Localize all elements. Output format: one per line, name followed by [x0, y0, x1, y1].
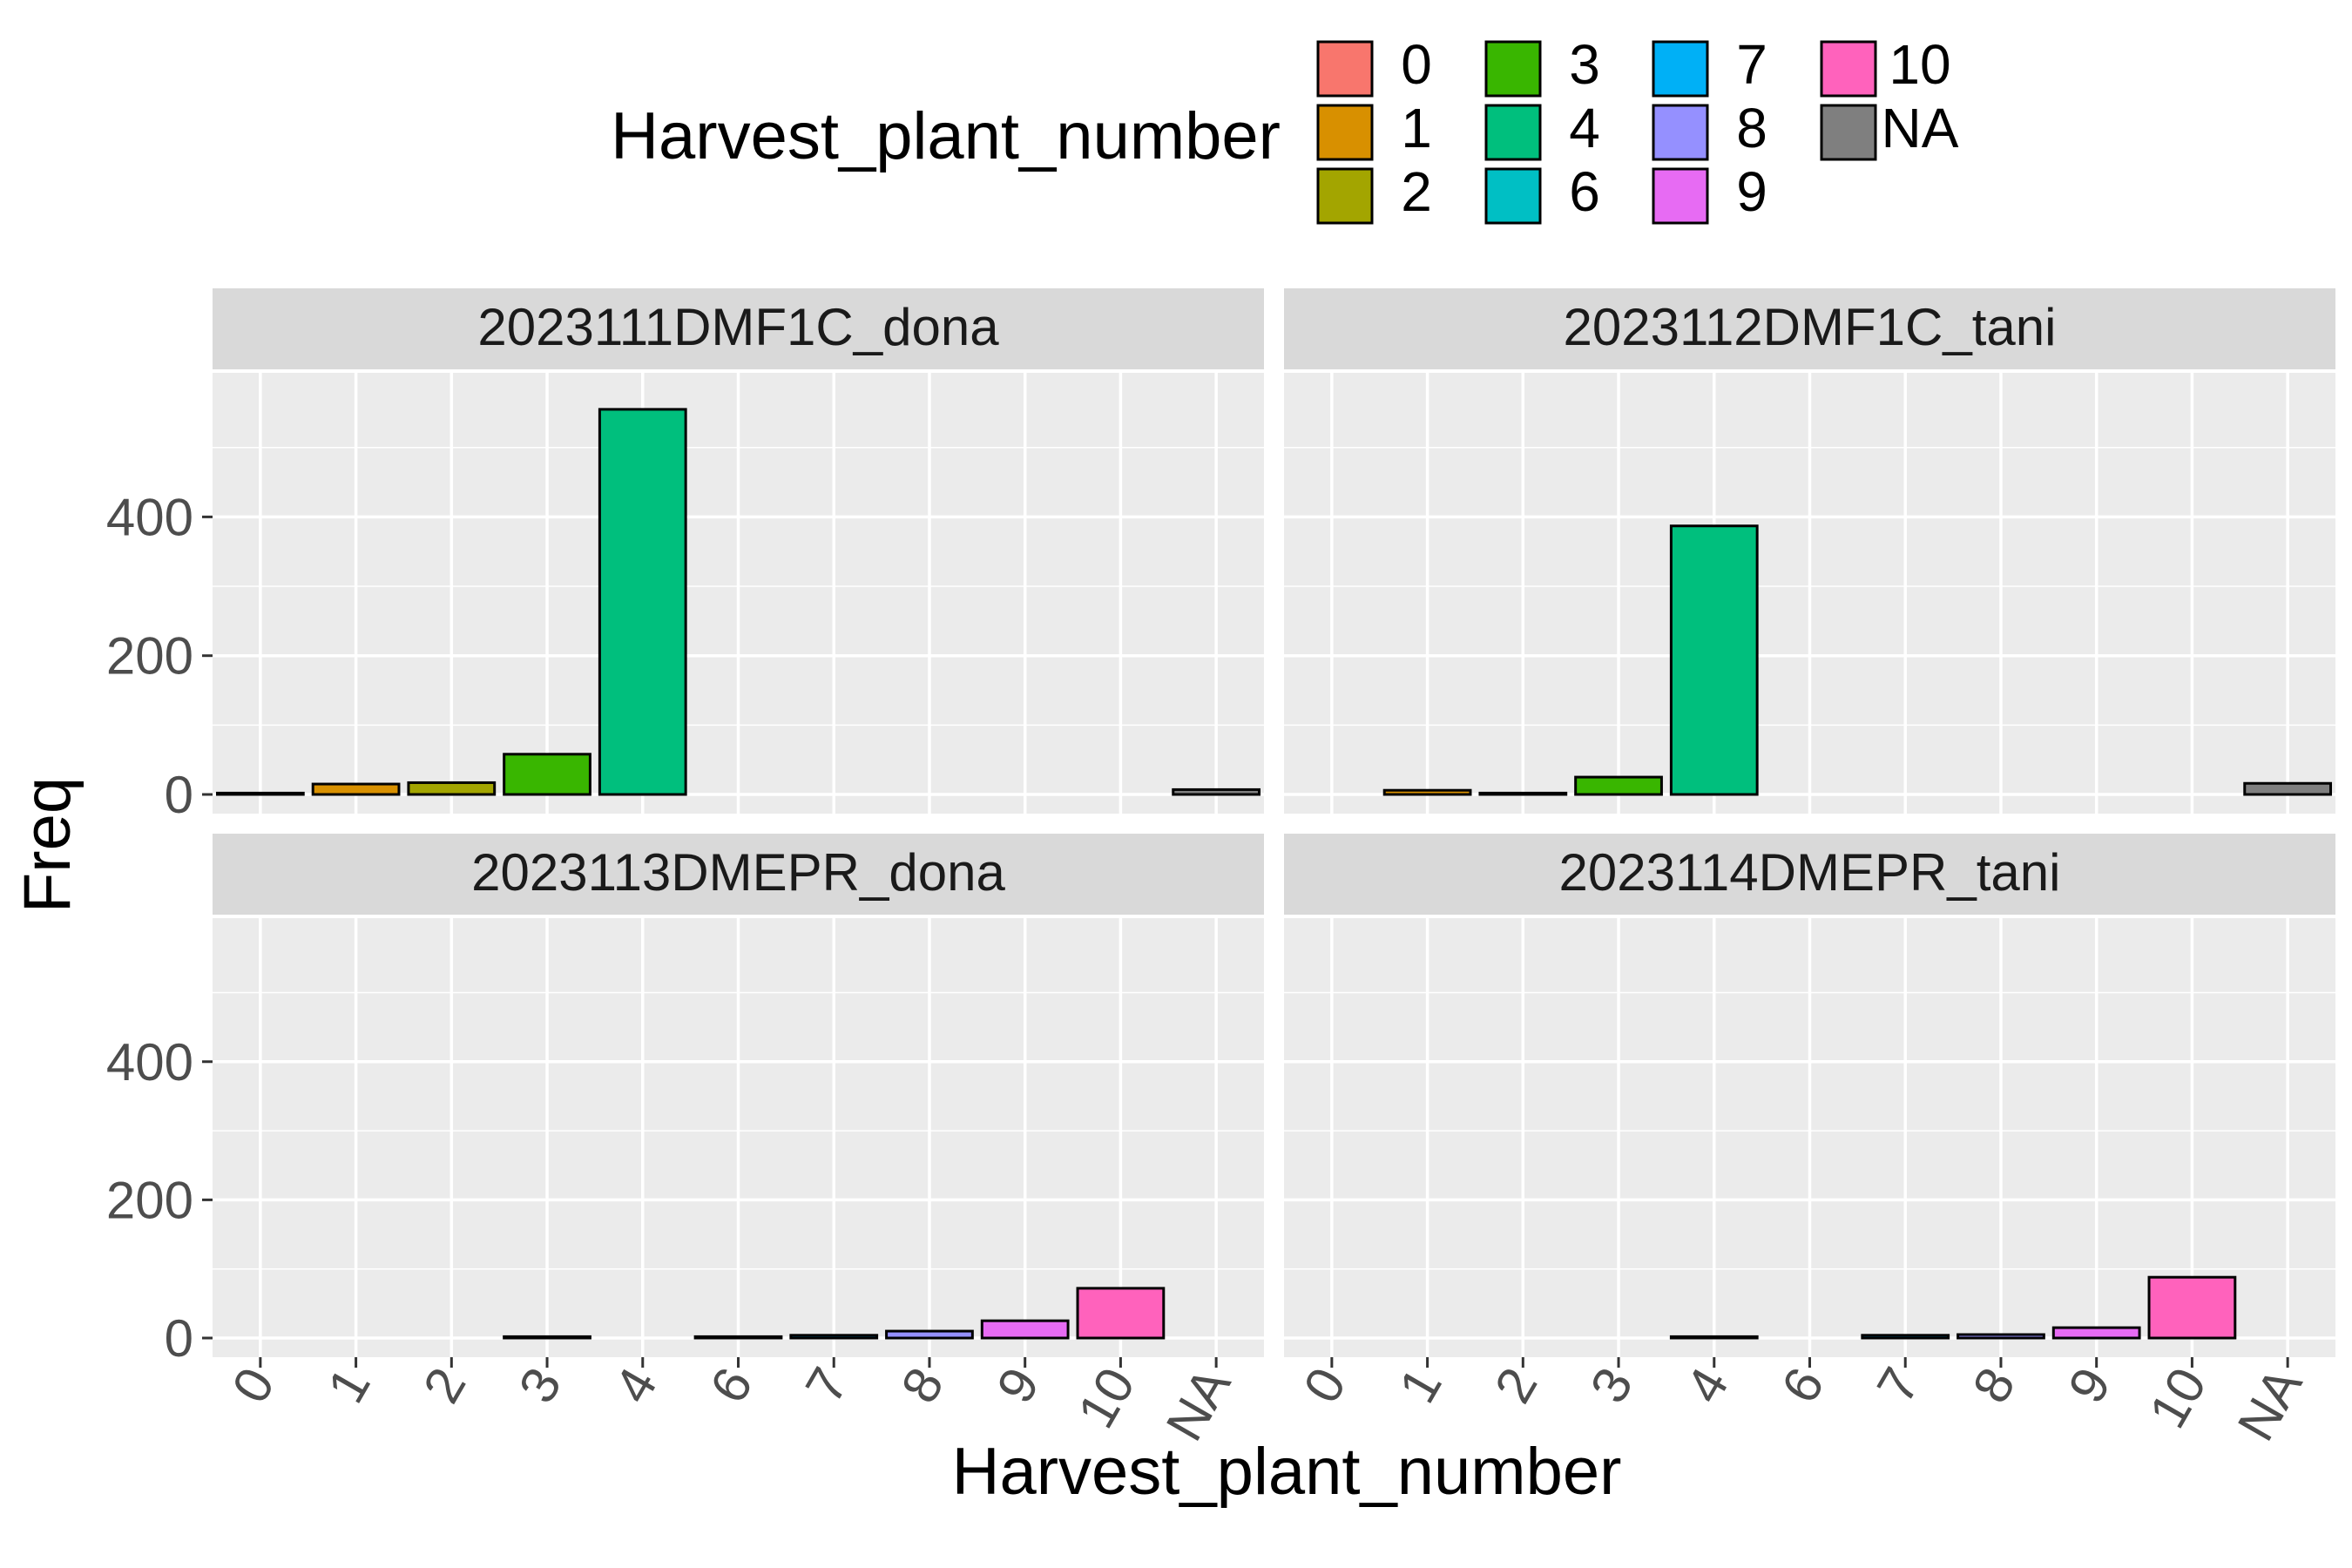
bar-7 [1861, 1334, 1950, 1340]
legend-label-7: 7 [1736, 33, 1767, 96]
facet-panel-2: 2023112DMF1C_tani [1284, 288, 2335, 814]
legend-key-3 [1484, 40, 1542, 98]
legend-key-8 [1652, 104, 1709, 161]
bar-9 [2051, 1326, 2141, 1340]
y-tick-label: 200 [106, 627, 193, 686]
legend-key-10 [1820, 40, 1877, 98]
bar-2 [407, 781, 497, 796]
legend-key-1 [1316, 104, 1374, 161]
legend-label-2: 2 [1401, 160, 1432, 223]
legend-label-3: 3 [1569, 33, 1600, 96]
bar-1 [311, 782, 401, 796]
facet-strip-label: 2023113DMEPR_dona [471, 843, 1005, 902]
bar-2 [1478, 791, 1568, 796]
facet-strip-label: 2023111DMF1C_dona [477, 298, 999, 356]
bar-3 [1574, 775, 1663, 796]
legend-key-7 [1652, 40, 1709, 98]
y-tick-label: 200 [106, 1171, 193, 1229]
legend-key-4 [1484, 104, 1542, 161]
bar-7 [789, 1334, 879, 1340]
legend-label-6: 6 [1569, 160, 1600, 223]
legend-title: Harvest_plant_number [611, 99, 1281, 173]
y-tick-label: 400 [106, 1033, 193, 1092]
facet-strip-label: 2023112DMF1C_tani [1564, 298, 2057, 356]
bar-0 [215, 791, 305, 796]
y-tick-label: 400 [106, 488, 193, 546]
legend-label-1: 1 [1401, 97, 1432, 159]
bar-10 [1076, 1287, 1166, 1340]
bar-na [1172, 787, 1261, 796]
bar-3 [503, 753, 591, 796]
facet-strip-label: 2023114DMEPR_tani [1559, 843, 2061, 902]
facet-strip [1284, 288, 2335, 369]
bar-4 [598, 408, 687, 796]
legend-key-2 [1316, 167, 1374, 225]
bar-6 [693, 1335, 783, 1340]
y-tick-label: 0 [165, 766, 193, 824]
bar-1 [1382, 788, 1472, 796]
bar-10 [2147, 1275, 2237, 1340]
facet-panels: 2023111DMF1C_dona 0 200 400 2023112DMF1C_tan… [106, 288, 2335, 1450]
facet-strip [213, 288, 1264, 369]
bar-4 [1669, 1335, 1759, 1340]
legend-label-0: 0 [1401, 33, 1432, 96]
facet-strip [1284, 834, 2335, 915]
legend-key-na [1820, 104, 1877, 161]
y-axis-title: Freq [10, 777, 84, 913]
legend-label-4: 4 [1569, 97, 1600, 159]
y-tick-label: 0 [165, 1309, 193, 1368]
bar-4 [1669, 524, 1759, 796]
bar-8 [1957, 1333, 2045, 1340]
legend-label-10: 10 [1889, 33, 1950, 96]
legend-key-6 [1484, 167, 1542, 225]
facet-panel-1: 2023111DMF1C_dona 0 200 400 [106, 288, 1264, 824]
facet-strip [213, 834, 1264, 915]
legend-key-9 [1652, 167, 1709, 225]
bar-na [2243, 781, 2333, 796]
bar-8 [885, 1329, 974, 1340]
legend-label-na: NA [1882, 97, 1959, 159]
bar-9 [980, 1319, 1070, 1340]
bar-3 [503, 1335, 591, 1340]
legend-key-0 [1316, 40, 1374, 98]
x-axis-title: Harvest_plant_number [952, 1435, 1622, 1509]
legend-label-8: 8 [1736, 97, 1767, 159]
legend-label-9: 9 [1736, 160, 1767, 223]
